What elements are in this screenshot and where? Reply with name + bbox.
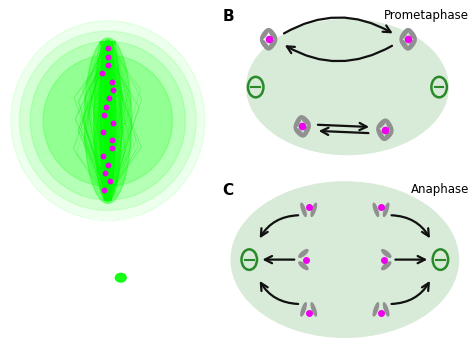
Ellipse shape: [301, 116, 310, 125]
Text: Prometaphase: Prometaphase: [384, 9, 469, 21]
Text: Fission yeast: Fission yeast: [76, 295, 139, 305]
Ellipse shape: [30, 41, 185, 200]
Ellipse shape: [105, 45, 111, 197]
Ellipse shape: [261, 39, 269, 50]
Ellipse shape: [386, 119, 393, 131]
Ellipse shape: [246, 20, 448, 155]
Ellipse shape: [400, 29, 408, 39]
Ellipse shape: [231, 182, 458, 337]
Ellipse shape: [299, 262, 308, 269]
Ellipse shape: [303, 125, 310, 137]
Text: Anaphase: Anaphase: [410, 183, 469, 196]
Text: (U2OS): (U2OS): [89, 232, 127, 242]
Text: B: B: [222, 9, 234, 23]
Ellipse shape: [383, 203, 389, 216]
Ellipse shape: [94, 40, 122, 202]
Ellipse shape: [269, 29, 277, 39]
Ellipse shape: [373, 303, 379, 316]
Ellipse shape: [301, 303, 306, 316]
Text: C: C: [222, 183, 233, 198]
Ellipse shape: [100, 41, 115, 200]
Ellipse shape: [299, 250, 308, 257]
Ellipse shape: [373, 203, 379, 216]
Ellipse shape: [377, 119, 386, 128]
Ellipse shape: [383, 303, 389, 316]
Ellipse shape: [408, 29, 416, 39]
Ellipse shape: [84, 271, 132, 285]
Ellipse shape: [301, 203, 306, 216]
Ellipse shape: [115, 273, 126, 282]
Ellipse shape: [261, 29, 269, 39]
Ellipse shape: [101, 274, 114, 281]
Ellipse shape: [19, 31, 196, 210]
Ellipse shape: [84, 38, 132, 204]
Ellipse shape: [400, 39, 408, 50]
Ellipse shape: [384, 131, 393, 140]
Ellipse shape: [43, 55, 173, 186]
Ellipse shape: [269, 39, 277, 50]
Ellipse shape: [382, 250, 391, 257]
Text: (S. pombe): (S. pombe): [81, 310, 135, 321]
Ellipse shape: [408, 39, 416, 50]
Ellipse shape: [382, 262, 391, 269]
Ellipse shape: [377, 128, 384, 140]
Text: A: A: [11, 10, 23, 25]
Text: Human cell: Human cell: [78, 216, 137, 226]
Ellipse shape: [294, 128, 303, 137]
Ellipse shape: [311, 303, 317, 316]
Ellipse shape: [11, 21, 205, 221]
Ellipse shape: [95, 273, 121, 283]
Ellipse shape: [294, 116, 301, 128]
Ellipse shape: [311, 203, 317, 216]
